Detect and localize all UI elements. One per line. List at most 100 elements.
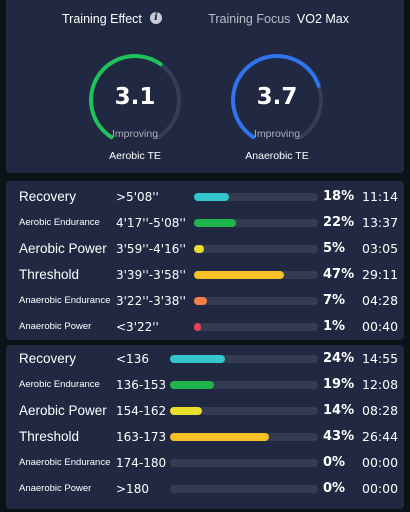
zone-bar-fill	[170, 355, 226, 363]
aerobic-gauge-arc	[89, 54, 181, 146]
zone-time: 08:28	[362, 403, 399, 418]
zone-name: Aerobic Endurance	[19, 217, 100, 228]
zone-time: 00:00	[362, 455, 399, 470]
zone-bar-track	[170, 433, 318, 441]
zone-bar-fill	[194, 245, 204, 253]
zone-range: 136-153	[116, 378, 167, 392]
zone-name: Anaerobic Endurance	[19, 457, 111, 468]
zone-bar-track	[170, 407, 318, 415]
zone-percent: 18%	[323, 189, 355, 204]
zone-time: 12:08	[362, 377, 399, 392]
zone-bar-track	[170, 381, 318, 389]
zone-time: 29:11	[362, 267, 399, 282]
zone-time: 03:05	[362, 241, 399, 256]
zone-row: Threshold 3'39''-3'58'' 47% 29:11	[6, 262, 404, 288]
zone-name: Recovery	[19, 351, 77, 366]
zone-time: 26:44	[362, 429, 399, 444]
zone-range: >5'08''	[116, 190, 159, 204]
zone-row: Recovery <136 24% 14:55	[6, 346, 404, 372]
zone-name: Aerobic Endurance	[19, 379, 100, 390]
zone-row: Aerobic Power 3'59''-4'16'' 5% 03:05	[6, 236, 404, 262]
training-focus: Training Focus VO2 Max	[208, 12, 349, 26]
zone-name: Threshold	[19, 429, 80, 444]
zone-name: Threshold	[19, 267, 80, 282]
training-effect-card: Training Effect i Training Focus VO2 Max…	[6, 0, 404, 173]
zone-row: Anaerobic Endurance 3'22''-3'38'' 7% 04:28	[6, 288, 404, 314]
zone-time: 04:28	[362, 293, 399, 308]
zone-bar-fill	[170, 433, 269, 441]
zone-row: Threshold 163-173 43% 26:44	[6, 424, 404, 450]
zone-time: 13:37	[362, 215, 399, 230]
training-effect-title: Training Effect	[62, 12, 142, 26]
anaerobic-te-gauge: 3.7 Improving	[227, 50, 327, 150]
zone-range: 163-173	[116, 430, 167, 444]
zone-bar-track	[170, 355, 318, 363]
zone-time: 11:14	[362, 189, 399, 204]
training-focus-value: VO2 Max	[296, 12, 349, 26]
zone-bar-track	[194, 271, 318, 279]
zone-bar-fill	[170, 381, 214, 389]
anaerobic-te-status: Improving	[253, 128, 301, 140]
zone-bar-fill	[194, 193, 229, 201]
aerobic-te-gauge: 3.1 Improving	[85, 50, 185, 150]
aerobic-te-status: Improving	[111, 128, 159, 140]
zone-percent: 0%	[323, 481, 346, 496]
zone-bar-track	[194, 323, 318, 331]
zone-name: Anaerobic Power	[19, 321, 92, 332]
zone-bar-track	[194, 193, 318, 201]
zone-percent: 43%	[323, 429, 355, 444]
aerobic-te-value: 3.1	[114, 84, 156, 110]
zone-row: Anaerobic Endurance 174-180 0% 00:00	[6, 450, 404, 476]
zone-range: 3'39''-3'58''	[116, 268, 186, 282]
training-focus-label: Training Focus	[208, 12, 291, 26]
zone-row: Aerobic Power 154-162 14% 08:28	[6, 398, 404, 424]
zone-bar-track	[194, 245, 318, 253]
zone-time: 00:00	[362, 481, 399, 496]
zone-time: 14:55	[362, 351, 399, 366]
zone-range: 4'17''-5'08''	[116, 216, 186, 230]
zone-bar-fill	[194, 323, 201, 331]
zone-name: Anaerobic Endurance	[19, 295, 111, 306]
zone-percent: 24%	[323, 351, 355, 366]
pace-zones-card: Recovery >5'08'' 18% 11:14 Aerobic Endurance…	[6, 181, 404, 340]
zone-bar-fill	[194, 271, 285, 279]
zone-range: <136	[116, 352, 149, 366]
zone-range: 174-180	[116, 456, 167, 470]
anaerobic-te-value: 3.7	[256, 84, 298, 110]
zone-range: >180	[116, 482, 149, 496]
zone-bar-track	[194, 297, 318, 305]
zone-range: 3'22''-3'38''	[116, 294, 186, 308]
zone-bar-fill	[194, 219, 237, 227]
zone-row: Aerobic Endurance 4'17''-5'08'' 22% 13:37	[6, 210, 404, 236]
info-icon[interactable]: i	[150, 12, 162, 24]
zone-percent: 0%	[323, 455, 346, 470]
zone-percent: 47%	[323, 267, 355, 282]
anaerobic-te-label: Anaerobic TE	[245, 150, 309, 162]
zone-row: Recovery >5'08'' 18% 11:14	[6, 184, 404, 210]
zone-percent: 5%	[323, 241, 346, 256]
zone-bar-track	[170, 485, 318, 493]
zone-name: Recovery	[19, 189, 77, 204]
zone-percent: 22%	[323, 215, 355, 230]
zone-range: 3'59''-4'16''	[116, 242, 186, 256]
zone-name: Aerobic Power	[19, 403, 107, 418]
zone-percent: 19%	[323, 377, 355, 392]
zone-row: Anaerobic Power <3'22'' 1% 00:40	[6, 314, 404, 340]
zone-percent: 7%	[323, 293, 346, 308]
zone-bar-track	[194, 219, 318, 227]
anaerobic-gauge-arc	[231, 54, 323, 146]
zone-row: Anaerobic Power >180 0% 00:00	[6, 476, 404, 502]
zone-name: Anaerobic Power	[19, 483, 92, 494]
aerobic-te-label: Aerobic TE	[109, 150, 161, 162]
zone-time: 00:40	[362, 319, 399, 334]
zone-percent: 14%	[323, 403, 355, 418]
zone-bar-fill	[194, 297, 208, 305]
zone-range: <3'22''	[116, 320, 159, 334]
heart-rate-zones-card: Recovery <136 24% 14:55 Aerobic Endurance 136…	[6, 345, 404, 509]
zone-range: 154-162	[116, 404, 167, 418]
zone-row: Aerobic Endurance 136-153 19% 12:08	[6, 372, 404, 398]
zone-name: Aerobic Power	[19, 241, 107, 256]
zone-percent: 1%	[323, 319, 346, 334]
zone-bar-fill	[170, 407, 203, 415]
zone-bar-track	[170, 459, 318, 467]
